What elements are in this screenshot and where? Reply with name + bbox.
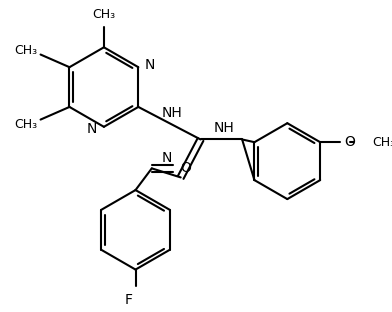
Text: NH: NH [161,105,182,119]
Text: CH₃: CH₃ [14,43,37,56]
Text: N: N [86,122,97,136]
Text: F: F [124,293,132,307]
Text: CH₃: CH₃ [93,8,116,21]
Text: NH: NH [214,121,234,135]
Text: N: N [145,58,155,72]
Text: CH₃: CH₃ [14,118,37,131]
Text: N: N [161,151,172,165]
Text: CH₃: CH₃ [372,136,392,149]
Text: O: O [345,135,356,149]
Text: O: O [181,161,192,175]
